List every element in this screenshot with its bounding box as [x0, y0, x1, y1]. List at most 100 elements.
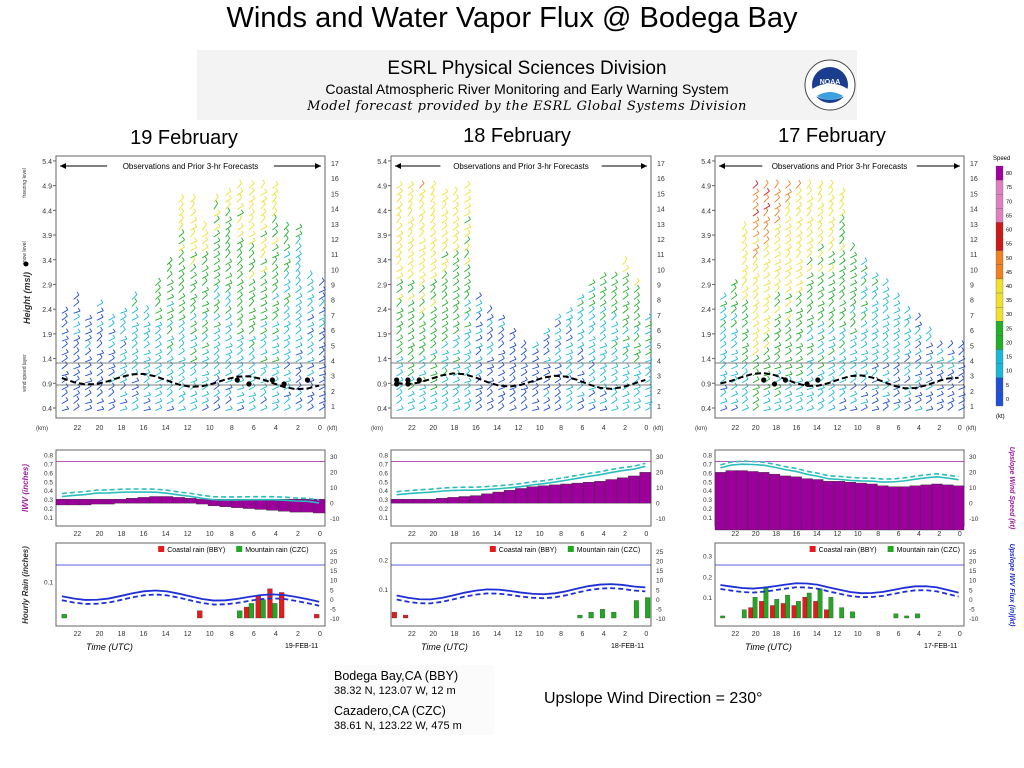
wind-barb-flag [182, 314, 186, 318]
wind-barb [475, 399, 482, 404]
wind-barb [565, 392, 573, 398]
wind-barb [915, 343, 922, 349]
wind-barb-flag [788, 326, 792, 331]
wind-barb-flag [456, 249, 459, 254]
wind-barb-flag [755, 333, 759, 337]
iwv-bar [390, 498, 403, 504]
wind-barb-flag [182, 265, 186, 269]
wind-barb [295, 370, 302, 377]
wind-barb [904, 400, 912, 404]
wind-barb [464, 302, 471, 307]
wind-barb-flag [433, 264, 437, 268]
wind-barb-flag [854, 286, 858, 291]
wind-barb-flag [433, 354, 437, 358]
wind-barb [396, 337, 403, 342]
wind-barb [882, 308, 889, 314]
wind-barb-flag [422, 327, 426, 331]
wind-barb-flag [206, 286, 210, 291]
wind-barb [730, 378, 738, 384]
wind-barb-flag [399, 325, 402, 330]
wind-barb-flag [569, 389, 573, 394]
profile-x-tick: 16 [472, 425, 480, 432]
wind-barb [904, 343, 911, 349]
wind-barb-flag [240, 313, 244, 317]
wind-barb [795, 224, 802, 231]
wind-barb-flag [638, 342, 642, 347]
wind-barb [178, 408, 186, 411]
wind-barb [272, 366, 280, 370]
wind-barb [622, 345, 630, 349]
panel-18-feb: 0.40.91.41.92.42.93.43.94.44.95.41234567… [371, 155, 666, 652]
wind-barb [237, 407, 245, 411]
wind-barb [452, 323, 460, 328]
wind-barb [85, 364, 92, 370]
wind-barb [752, 315, 759, 321]
wind-barb [806, 387, 814, 391]
wind-barb [96, 408, 104, 411]
wind-barb-flag [423, 376, 426, 381]
wind-barb [566, 309, 573, 314]
wind-barb [774, 261, 782, 266]
rain-x-tick: 22 [731, 631, 739, 638]
wind-barb [599, 336, 606, 342]
wind-barb-flag [262, 179, 266, 183]
wind-barb-flag [216, 375, 220, 379]
wind-barb [272, 401, 280, 405]
wind-barb [577, 364, 584, 370]
wind-barb-flag [613, 312, 617, 316]
wind-barb [861, 394, 869, 398]
wind-barb-flag [863, 277, 867, 281]
wind-barb [430, 316, 437, 321]
wind-barb-flag [411, 250, 415, 255]
wind-barb-flag [444, 222, 448, 226]
y-tick-km: 2.9 [701, 282, 711, 289]
wind-barb [143, 324, 151, 328]
wind-barb [475, 358, 483, 363]
wind-barb [871, 408, 879, 411]
wind-barb [452, 316, 460, 321]
wind-barb-flag [479, 334, 483, 339]
wind-barb [260, 336, 267, 342]
wind-barb-flag [918, 340, 922, 345]
wind-barb-flag [136, 377, 140, 381]
wind-barb [860, 309, 868, 314]
wind-barb [774, 191, 781, 196]
wind-barb [599, 274, 607, 280]
wind-barb [828, 365, 836, 370]
wind-barb-flag [276, 334, 280, 339]
wind-barb [915, 385, 922, 391]
wind-barb [190, 379, 198, 384]
iwv-x-tick: 8 [876, 531, 880, 538]
wind-barb-flag [310, 347, 314, 352]
wind-barb-flag [287, 279, 291, 283]
wind-barb [554, 343, 561, 349]
wind-barb-flag [286, 221, 290, 226]
wind-barb-flag [799, 236, 803, 240]
wind-barb-flag [432, 193, 435, 197]
wind-barb [166, 303, 174, 307]
iwv-bar [436, 498, 448, 504]
wind-barb [774, 239, 781, 245]
wind-barb-flag [206, 404, 209, 408]
wind-barb [741, 253, 748, 259]
wind-barb-flag [777, 215, 781, 219]
wind-barb [418, 349, 425, 356]
wind-barb-flag [263, 367, 267, 372]
wind-barb [307, 309, 314, 314]
wind-barb [248, 289, 256, 293]
wind-barb-flag [229, 216, 233, 220]
wind-barb-flag [962, 396, 966, 401]
wind-barb-flag [755, 180, 759, 184]
wind-barb-flag [400, 376, 404, 381]
wind-barb-flag [412, 342, 415, 346]
wind-barb-flag [158, 368, 162, 373]
wind-barb [763, 308, 770, 314]
wind-barb-flag [865, 355, 868, 360]
wind-barb [295, 329, 302, 335]
wind-barb [73, 342, 79, 349]
snow-level-dot [304, 377, 311, 383]
wind-barb-flag [276, 356, 280, 361]
wind-barb [645, 378, 652, 384]
wind-barb [418, 266, 425, 273]
wind-barb [611, 391, 618, 397]
